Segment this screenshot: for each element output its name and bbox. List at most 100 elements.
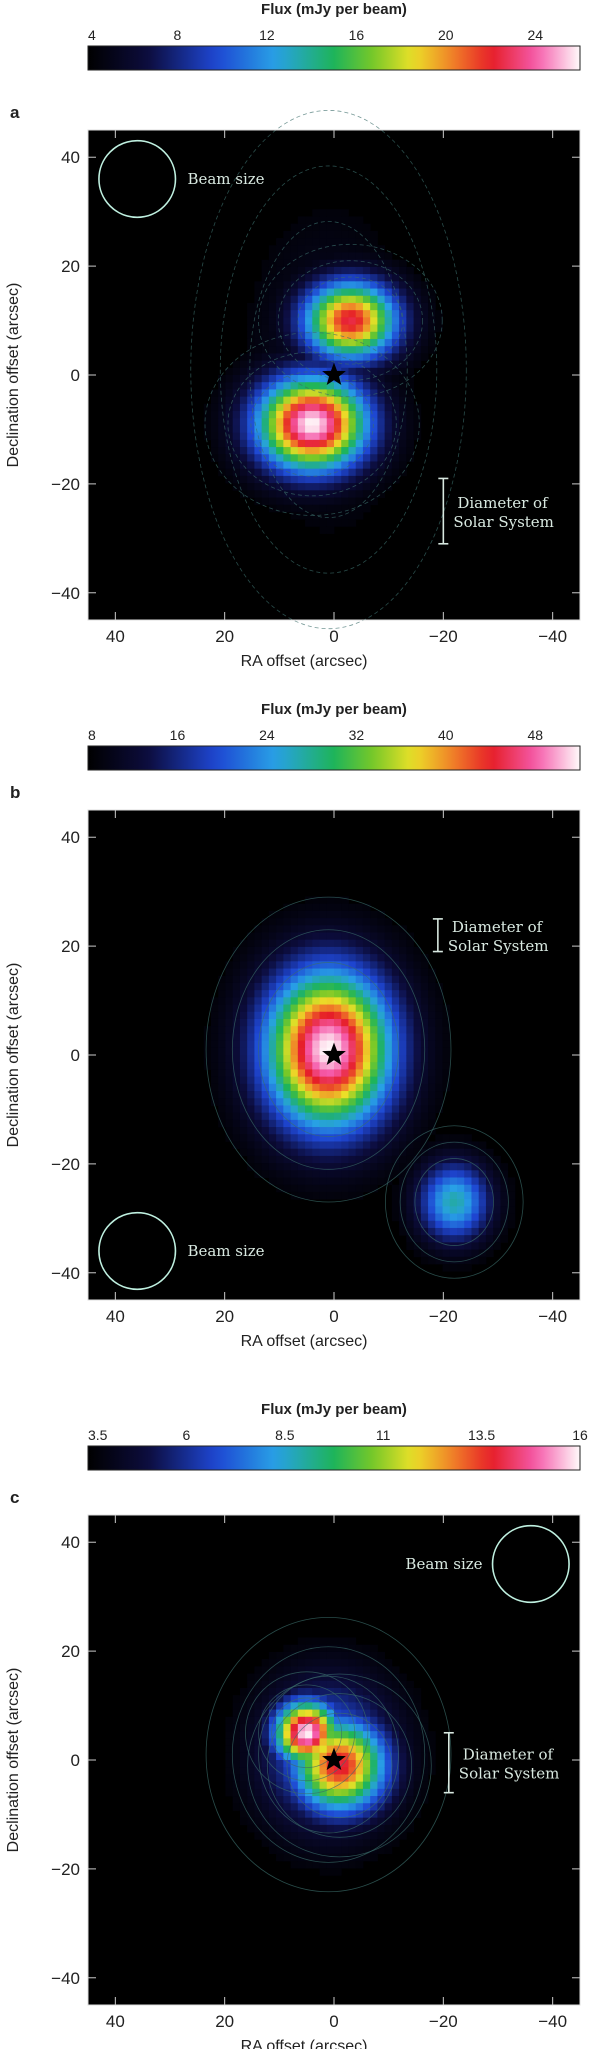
heatmap-cell (377, 1723, 386, 1732)
heatmap-cell (290, 1695, 299, 1703)
heatmap-cell (254, 1738, 263, 1746)
heatmap-cell (276, 418, 284, 426)
heatmap-cell (391, 274, 400, 282)
heatmap-cell (319, 968, 328, 977)
heatmap-cell (297, 1026, 306, 1034)
heatmap-cell (384, 939, 393, 948)
heatmap-cell (391, 1112, 400, 1121)
heatmap-cell (391, 382, 400, 390)
heatmap-cell (254, 1062, 263, 1070)
heatmap-cell (384, 1745, 393, 1754)
heatmap-cell (312, 324, 320, 333)
heatmap-cell (406, 946, 414, 955)
heatmap-cell (254, 997, 263, 1005)
heatmap-cell (334, 1839, 342, 1847)
heatmap-cell (232, 1091, 241, 1099)
heatmap-cell (290, 432, 299, 441)
heatmap-cell (290, 1018, 299, 1027)
heatmap-cell (239, 1011, 248, 1020)
heatmap-cell (377, 331, 386, 340)
heatmap-cell (268, 1004, 277, 1013)
heatmap-cell (225, 1004, 234, 1013)
heatmap-cell (326, 526, 335, 534)
heatmap-cell (283, 968, 291, 977)
heatmap-cell (355, 1702, 364, 1710)
heatmap-cell (254, 1832, 263, 1840)
heatmap-cell (254, 1098, 263, 1106)
heatmap-cell (276, 1083, 284, 1092)
heatmap-cell (268, 1796, 277, 1804)
heatmap-cell (247, 425, 255, 434)
heatmap-cell (391, 954, 400, 962)
heatmap-cell (276, 432, 284, 441)
heatmap-cell (485, 1199, 494, 1207)
heatmap-cell (362, 1774, 371, 1783)
x-tick-label: −40 (538, 1307, 567, 1326)
heatmap-cell (362, 961, 371, 969)
heatmap-cell (420, 302, 429, 311)
heatmap-cell (341, 925, 349, 933)
heatmap-cell (355, 997, 364, 1005)
heatmap-cell (471, 1184, 480, 1193)
heatmap-cell (457, 1177, 465, 1186)
heatmap-cell (406, 1796, 414, 1804)
heatmap-cell (420, 1091, 429, 1099)
heatmap-cell (232, 483, 241, 491)
heatmap-cell (406, 997, 414, 1005)
heatmap-cell (428, 990, 436, 998)
heatmap-cell (290, 1767, 299, 1775)
heatmap-cell (399, 1731, 407, 1739)
heatmap-cell (276, 1098, 284, 1106)
heatmap-cell (399, 1738, 407, 1746)
heatmap-cell (276, 367, 284, 376)
heatmap-cell (384, 1148, 393, 1157)
heatmap-cell (377, 353, 386, 361)
heatmap-cell (355, 1047, 364, 1056)
heatmap-cell (239, 1026, 248, 1034)
beam-size-label: Beam size (405, 1555, 482, 1573)
heatmap-cell (355, 1091, 364, 1099)
heatmap-cell (399, 324, 407, 333)
heatmap-cell (305, 338, 313, 347)
heatmap-cell (348, 1119, 357, 1128)
heatmap-cell (247, 1119, 255, 1128)
heatmap-cell (305, 1731, 313, 1739)
heatmap-cell (362, 274, 371, 282)
heatmap-cell (377, 961, 386, 969)
heatmap-cell (305, 1767, 313, 1775)
heatmap-cell (435, 1191, 443, 1200)
heatmap-cell (326, 1127, 335, 1135)
heatmap-cell (355, 968, 364, 977)
heatmap-cell (232, 1076, 241, 1085)
contour-line (277, 260, 423, 381)
heatmap-cell (312, 1666, 320, 1674)
heatmap-cell (261, 288, 270, 297)
heatmap-cell (326, 1026, 335, 1034)
heatmap-cell (413, 1745, 422, 1754)
colorbar-tick-label: 13.5 (468, 1427, 495, 1443)
heatmap-cell (276, 1817, 284, 1826)
heatmap-cell (355, 961, 364, 969)
heatmap-cell (355, 511, 364, 520)
heatmap-cell (355, 1148, 364, 1157)
heatmap-cell (319, 389, 328, 398)
heatmap-cell (362, 1105, 371, 1114)
heatmap-cell (239, 1723, 248, 1732)
heatmap-cell (261, 1659, 270, 1667)
heatmap-cell (326, 230, 335, 239)
heatmap-cell (377, 1112, 386, 1121)
heatmap-cell (399, 1119, 407, 1128)
heatmap-cell (406, 1716, 414, 1725)
heatmap-cell (254, 338, 263, 347)
heatmap-cell (348, 1018, 357, 1027)
heatmap-cell (384, 1832, 393, 1840)
heatmap-cell (399, 295, 407, 304)
heatmap-cell (290, 1033, 299, 1041)
heatmap-cell (312, 1716, 320, 1725)
heatmap-cell (305, 1098, 313, 1106)
heatmap-cell (247, 382, 255, 390)
heatmap-cell (218, 418, 226, 426)
heatmap-cell (413, 1076, 422, 1085)
heatmap-cell (384, 468, 393, 477)
heatmap-cell (362, 1177, 371, 1186)
